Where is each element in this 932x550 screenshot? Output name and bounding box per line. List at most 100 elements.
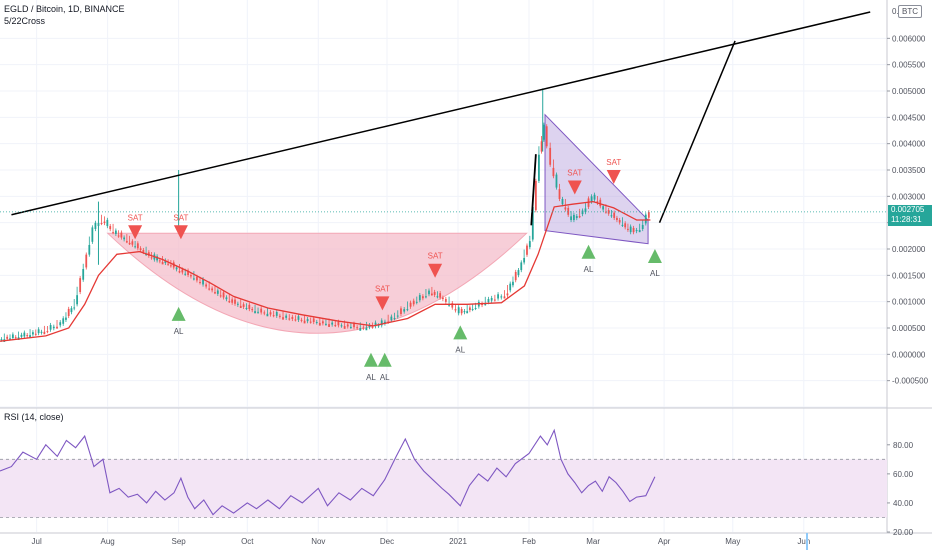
candle-body: [79, 278, 82, 293]
candle-body: [190, 275, 192, 277]
candle-body: [82, 269, 85, 280]
sell-signal-marker: [567, 180, 582, 195]
buy-signal-label: AL: [584, 265, 594, 274]
candle-body: [593, 194, 596, 200]
candle-body: [523, 257, 526, 263]
candle-body: [257, 311, 259, 313]
candle-body: [584, 208, 587, 213]
candle-body: [114, 230, 117, 234]
candle-body: [384, 321, 386, 324]
price-tick-label: 0.004000: [892, 140, 926, 149]
candle-body: [288, 318, 291, 320]
buy-signal-label: AL: [366, 373, 376, 382]
candle-body: [514, 271, 517, 281]
buy-signal-marker: [171, 306, 186, 321]
candle-body: [484, 303, 487, 306]
candle-body: [561, 198, 564, 205]
candle-body: [517, 270, 520, 276]
rsi-band: [0, 459, 887, 518]
candle-body: [205, 284, 207, 287]
candle-body: [202, 279, 204, 285]
candle-body: [94, 222, 97, 229]
candle-body: [457, 307, 460, 314]
candle-body: [91, 227, 94, 242]
candle-body: [377, 325, 380, 327]
candle-body: [616, 217, 618, 221]
candle-body: [526, 245, 528, 255]
candle-body: [222, 292, 225, 298]
candle-body: [26, 335, 29, 337]
candle-body: [481, 303, 483, 306]
candle-body: [211, 288, 214, 291]
candle-body: [418, 295, 421, 301]
price-tick-label: 0.000500: [892, 324, 926, 333]
candle-body: [433, 291, 436, 295]
currency-badge[interactable]: BTC: [898, 5, 922, 18]
candle-body: [567, 207, 570, 215]
time-tick-label: 2021: [449, 537, 467, 546]
candle-body: [500, 296, 503, 298]
candle-body: [139, 248, 142, 251]
candle-body: [300, 319, 303, 321]
candle-body: [534, 180, 537, 211]
candle-body: [175, 267, 178, 270]
candle-body: [56, 326, 58, 329]
price-tick-label: -0.000500: [892, 377, 929, 386]
buy-signal-marker: [377, 352, 392, 367]
candle-body: [365, 327, 368, 331]
price-tick-label: 0.006000: [892, 34, 926, 43]
candle-body: [503, 296, 506, 299]
time-scroll-marker: [806, 533, 808, 550]
sell-signal-label: SAT: [375, 284, 390, 293]
candle-body: [610, 215, 613, 217]
rsi-axis: 80.00 60.00 40.00 20.00: [887, 441, 914, 537]
rsi-line: [0, 428, 656, 516]
candle-body: [632, 227, 635, 233]
price-tick-label: 0.003000: [892, 192, 926, 201]
candle-body: [156, 256, 158, 261]
time-tick-label: May: [725, 537, 740, 546]
candle-body: [123, 237, 126, 240]
candle-body: [100, 223, 103, 225]
candle-body: [325, 323, 327, 325]
candle-body: [396, 315, 399, 317]
candle-body: [602, 206, 605, 210]
candle-body: [46, 331, 49, 333]
candle-body: [638, 230, 641, 233]
candle-body: [346, 324, 349, 327]
candle-body: [506, 293, 509, 296]
candle-body: [275, 312, 278, 316]
last-price-tag: 0.002705 11:28:31: [888, 205, 932, 226]
candle-body: [460, 309, 463, 314]
candle-body: [67, 308, 70, 316]
candle-body: [20, 334, 23, 337]
candle-body: [199, 282, 201, 284]
candle-body: [618, 220, 621, 223]
candle-body: [451, 303, 454, 308]
time-axis: Jul Aug Sep Oct Nov Dec 2021 Feb Mar Apr May Jun: [32, 537, 811, 546]
candle-body: [412, 300, 415, 305]
candle-body: [362, 327, 365, 329]
candle-body: [125, 241, 128, 243]
candle-body: [231, 299, 234, 303]
candle-body: [415, 301, 418, 303]
candle-body: [214, 292, 216, 294]
candle-body: [430, 293, 433, 296]
signal-markers: SAT SAT AL SAT AL AL SAT AL SAT AL SAT AL: [128, 158, 662, 382]
candle-body: [635, 230, 638, 232]
candle-body: [40, 331, 43, 333]
candle-body: [297, 316, 300, 320]
candle-body: [409, 302, 412, 307]
candle-body: [112, 232, 114, 234]
sell-signal-marker: [606, 170, 621, 184]
candle-body: [178, 271, 181, 273]
rsi-tick-label: 20.00: [893, 528, 914, 537]
resistance-trend-line: [11, 11, 871, 216]
candle-body: [590, 196, 593, 202]
candle-body: [629, 226, 632, 233]
candle-body: [340, 325, 343, 327]
candle-body: [406, 309, 409, 311]
candle-body: [474, 307, 477, 309]
price-tick-label: 0.001500: [892, 271, 926, 280]
